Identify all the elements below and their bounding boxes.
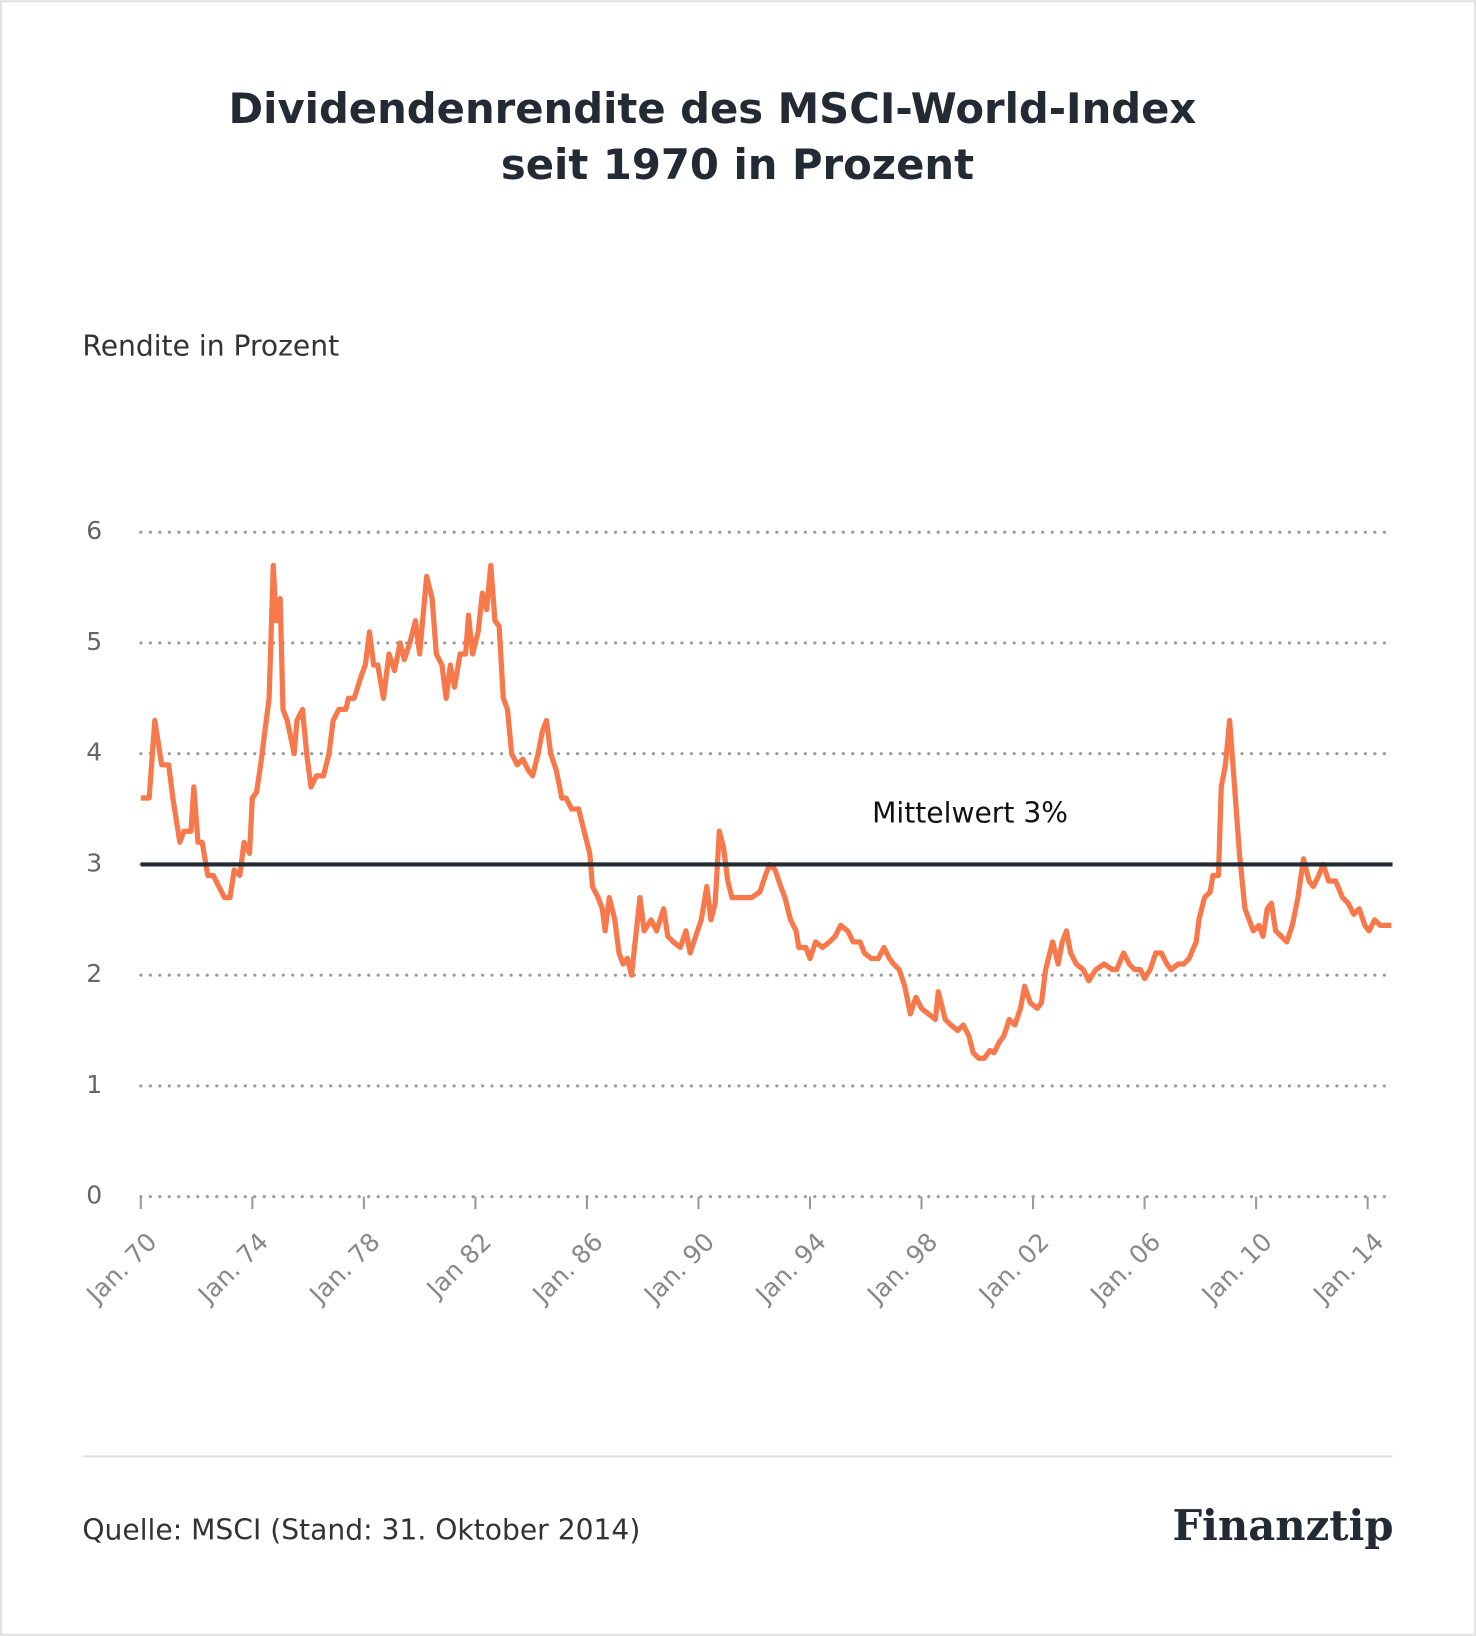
y-tick-label: 4 <box>86 738 102 767</box>
data-line <box>140 562 1392 1061</box>
brand-logo: Finanztip <box>1172 1501 1393 1550</box>
y-tick-label: 0 <box>86 1181 102 1210</box>
y-tick-label: 3 <box>86 848 102 877</box>
mean-label: Mittelwert 3% <box>872 796 1068 829</box>
chart-title: seit 1970 in Prozent <box>501 140 974 189</box>
chart-title: Dividendenrendite des MSCI-World-Index <box>229 84 1197 133</box>
y-tick-label: 6 <box>86 516 102 545</box>
y-axis-label: Rendite in Prozent <box>82 330 339 363</box>
source: Quelle: MSCI (Stand: 31. Oktober 2014) <box>82 1513 640 1546</box>
y-tick-label: 1 <box>86 1070 102 1099</box>
y-tick-label: 5 <box>86 627 102 656</box>
y-tick-label: 2 <box>86 959 102 988</box>
